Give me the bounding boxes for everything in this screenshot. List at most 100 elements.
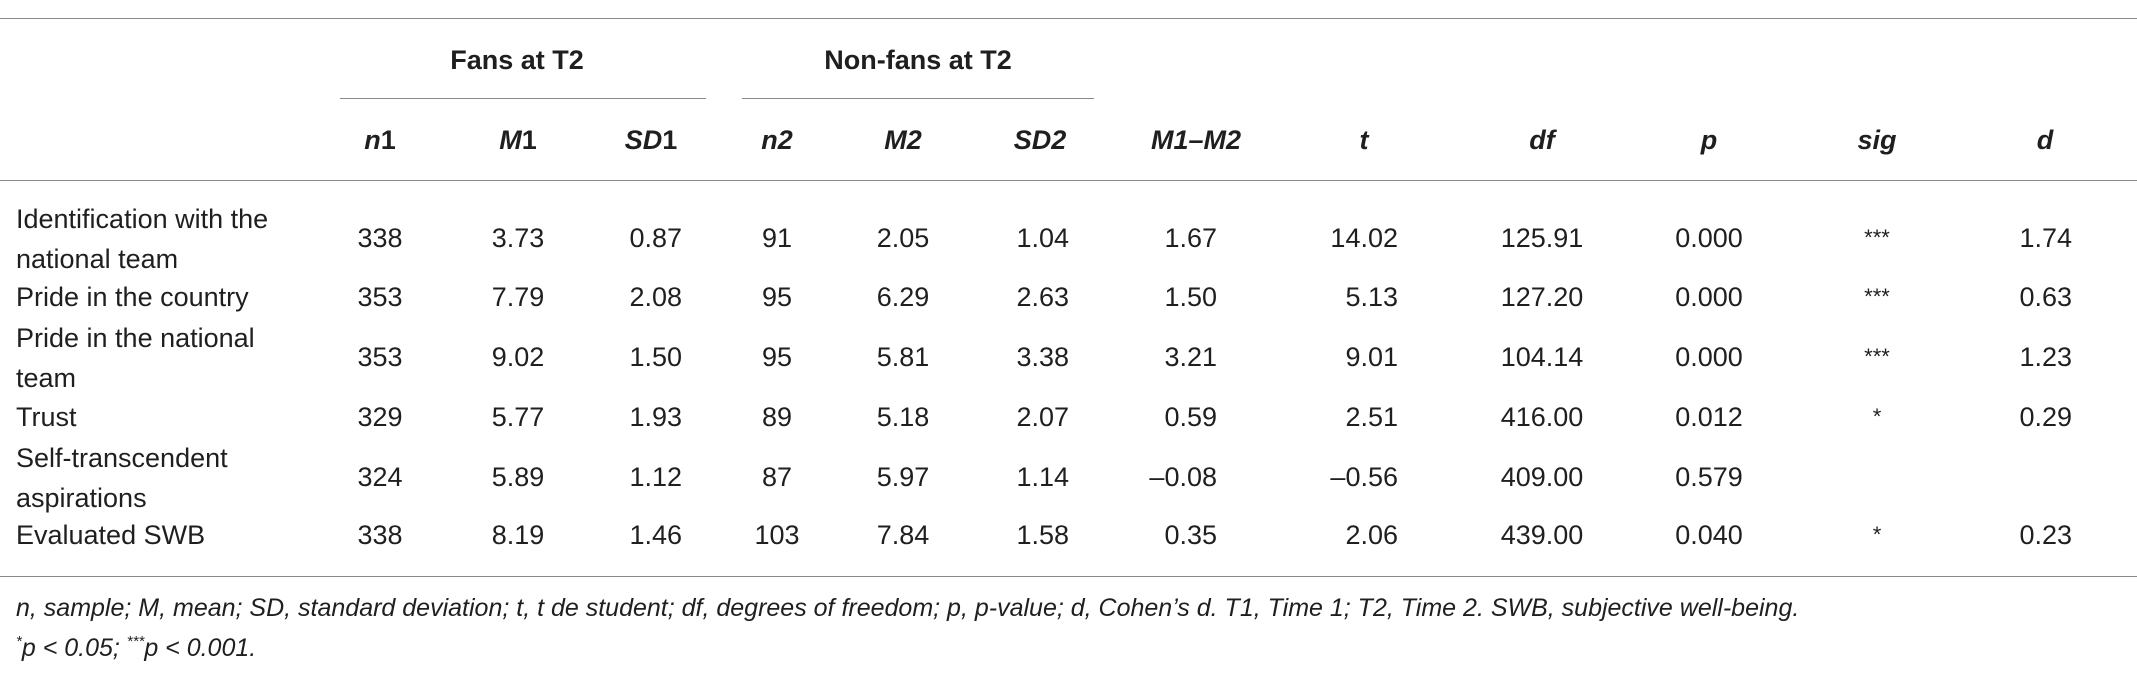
column-header-p: p bbox=[1700, 125, 1718, 155]
row-label: Pride in the national bbox=[16, 323, 255, 353]
cell-n1: 353 bbox=[357, 342, 403, 372]
nonfans-group-header: Non-fans at T2 bbox=[824, 45, 1012, 75]
bottom-rule bbox=[0, 576, 2137, 577]
column-header-n1: n1 bbox=[364, 125, 396, 155]
cell-m1: 8.19 bbox=[491, 520, 545, 550]
cell-sd1: 1.46 bbox=[629, 520, 682, 550]
cell-m1-m2: –0.08 bbox=[1149, 462, 1217, 492]
cell-t: 2.51 bbox=[1345, 402, 1398, 432]
cell-m2: 2.05 bbox=[876, 223, 930, 253]
cell-t: –0.56 bbox=[1330, 462, 1398, 492]
cell-sd2: 2.07 bbox=[1016, 402, 1069, 432]
cell-sd2: 1.14 bbox=[1016, 462, 1069, 492]
cell-sig: * bbox=[1872, 404, 1882, 429]
fans-group-rule bbox=[340, 98, 706, 99]
cell-n1: 338 bbox=[357, 520, 403, 550]
cell-sig: *** bbox=[1864, 344, 1890, 369]
cell-df: 125.91 bbox=[1500, 223, 1584, 253]
column-header-m2: M2 bbox=[884, 125, 922, 155]
header-rule bbox=[0, 180, 2137, 181]
fans-group-header: Fans at T2 bbox=[450, 45, 584, 75]
cell-m2: 5.97 bbox=[876, 462, 930, 492]
cell-n1: 338 bbox=[357, 223, 403, 253]
column-header-sig: sig bbox=[1857, 125, 1897, 155]
column-header-df: df bbox=[1529, 125, 1555, 155]
cell-n1: 324 bbox=[357, 462, 403, 492]
cell-d: 0.23 bbox=[2019, 520, 2072, 550]
cell-df: 416.00 bbox=[1500, 402, 1584, 432]
cell-m1-m2: 3.21 bbox=[1164, 342, 1217, 372]
cell-m2: 7.84 bbox=[876, 520, 930, 550]
cell-n2: 91 bbox=[761, 223, 793, 253]
top-rule bbox=[0, 18, 2137, 19]
column-header-n2: n2 bbox=[761, 125, 793, 155]
cell-sd1: 2.08 bbox=[629, 282, 682, 312]
row-label-continued: national team bbox=[16, 244, 179, 274]
column-header-t: t bbox=[1359, 125, 1369, 155]
table-footnote: n, sample; M, mean; SD, standard deviati… bbox=[16, 594, 1800, 622]
cell-m2: 5.18 bbox=[876, 402, 930, 432]
row-label: Pride in the country bbox=[16, 282, 249, 312]
row-label-continued: team bbox=[16, 363, 77, 393]
cell-sig: *** bbox=[1864, 284, 1890, 309]
cell-t: 9.01 bbox=[1345, 342, 1398, 372]
cell-sd2: 3.38 bbox=[1016, 342, 1069, 372]
row-label: Evaluated SWB bbox=[16, 520, 206, 550]
cell-sd1: 1.93 bbox=[629, 402, 682, 432]
cell-t: 14.02 bbox=[1330, 223, 1398, 253]
cell-m1-m2: 1.67 bbox=[1164, 223, 1217, 253]
cell-m1: 9.02 bbox=[491, 342, 545, 372]
cell-m2: 6.29 bbox=[876, 282, 930, 312]
cell-m1: 5.89 bbox=[491, 462, 545, 492]
cell-sd2: 2.63 bbox=[1016, 282, 1069, 312]
cell-df: 439.00 bbox=[1500, 520, 1584, 550]
column-header-sd2: SD2 bbox=[1013, 125, 1067, 155]
cell-p: 0.579 bbox=[1675, 462, 1743, 492]
cell-sig: * bbox=[1872, 522, 1882, 547]
cell-n1: 329 bbox=[357, 402, 403, 432]
significance-note: *p < 0.05; ***p < 0.001. bbox=[16, 633, 257, 662]
cell-df: 409.00 bbox=[1500, 462, 1584, 492]
row-label: Self-transcendent bbox=[16, 443, 228, 473]
cell-n2: 103 bbox=[754, 520, 800, 550]
cell-m1-m2: 0.35 bbox=[1164, 520, 1217, 550]
cell-sd1: 1.50 bbox=[629, 342, 682, 372]
cell-n1: 353 bbox=[357, 282, 403, 312]
cell-d: 0.29 bbox=[2019, 402, 2072, 432]
cell-p: 0.000 bbox=[1675, 223, 1743, 253]
row-label: Trust bbox=[16, 402, 77, 432]
cell-sd2: 1.58 bbox=[1016, 520, 1069, 550]
cell-n2: 95 bbox=[761, 282, 793, 312]
nonfans-group-rule bbox=[742, 98, 1094, 99]
cell-sd2: 1.04 bbox=[1016, 223, 1069, 253]
cell-sd1: 1.12 bbox=[629, 462, 682, 492]
cell-p: 0.040 bbox=[1675, 520, 1743, 550]
row-label: Identification with the bbox=[16, 204, 269, 234]
cell-d: 0.63 bbox=[2019, 282, 2072, 312]
cell-df: 127.20 bbox=[1500, 282, 1584, 312]
cell-m2: 5.81 bbox=[876, 342, 930, 372]
cell-p: 0.000 bbox=[1675, 282, 1743, 312]
cell-n2: 89 bbox=[761, 402, 793, 432]
cell-t: 5.13 bbox=[1345, 282, 1398, 312]
cell-d: 1.23 bbox=[2019, 342, 2072, 372]
cell-df: 104.14 bbox=[1500, 342, 1584, 372]
cell-sd1: 0.87 bbox=[629, 223, 682, 253]
column-header-d: d bbox=[2036, 125, 2054, 155]
cell-sig: *** bbox=[1864, 225, 1890, 250]
column-header-m1: M1 bbox=[499, 125, 537, 155]
cell-n2: 95 bbox=[761, 342, 793, 372]
cell-p: 0.000 bbox=[1675, 342, 1743, 372]
cell-n2: 87 bbox=[761, 462, 793, 492]
cell-p: 0.012 bbox=[1675, 402, 1743, 432]
column-header-sd1: SD1 bbox=[624, 125, 678, 155]
cell-m1: 5.77 bbox=[491, 402, 545, 432]
row-label-continued: aspirations bbox=[16, 483, 147, 513]
cell-m1: 7.79 bbox=[491, 282, 545, 312]
cell-d: 1.74 bbox=[2019, 223, 2072, 253]
cell-m1: 3.73 bbox=[491, 223, 545, 253]
column-header-m1-m2: M1–M2 bbox=[1150, 125, 1242, 155]
cell-m1-m2: 1.50 bbox=[1164, 282, 1217, 312]
cell-m1-m2: 0.59 bbox=[1164, 402, 1217, 432]
